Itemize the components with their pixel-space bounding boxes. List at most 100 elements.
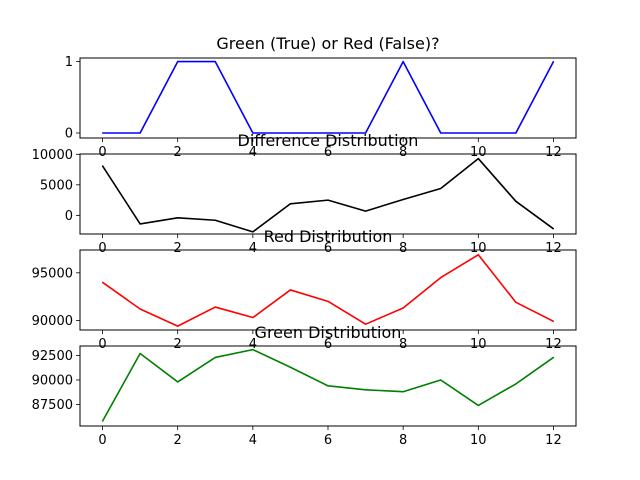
subplot-3-data-point — [327, 385, 329, 387]
subplot-1-title: Difference Distribution — [238, 131, 419, 150]
subplot-1-x-tick-label: 0 — [98, 241, 106, 256]
subplot-1-y-tick-label: 10000 — [32, 148, 73, 163]
subplot-0-data-point — [440, 132, 442, 134]
subplot-0-x-tick-label: 12 — [545, 145, 562, 160]
subplot-2-data-point — [101, 281, 104, 283]
subplot-2-data-point — [515, 301, 517, 303]
subplot-3-y-tick-label: 90000 — [32, 373, 73, 388]
subplot-0-data-point — [364, 132, 367, 134]
subplot-2-frame — [79, 249, 577, 331]
subplot-2-x-tick-label: 12 — [545, 337, 562, 352]
subplot-0-x-tick-label: 6 — [324, 145, 332, 160]
subplot-2-series-line-0 — [102, 253, 554, 327]
subplot-2-data-point — [139, 308, 141, 310]
subplot-3-data-point — [101, 420, 104, 422]
subplot-1-title-group: Difference Distribution — [238, 131, 419, 150]
subplot-3-y-tick-label: 92500 — [32, 349, 73, 364]
subplot-1-data-point — [515, 200, 517, 202]
subplot-2-x-tick-label: 6 — [324, 337, 332, 352]
subplot-0-data-point — [252, 132, 254, 134]
subplot-1-x-tick-label: 10 — [470, 241, 487, 256]
subplot-3-x-tick-label: 12 — [545, 433, 562, 448]
subplot-3-x-tick-label: 8 — [399, 433, 407, 448]
subplot-0-data-point — [552, 60, 555, 63]
subplot-3-x-tick-label: 6 — [324, 433, 332, 448]
subplot-0-x-tick-label: 2 — [174, 145, 182, 160]
subplot-0-data-point — [402, 60, 404, 63]
subplot-2-data-point — [252, 316, 254, 319]
subplot-2-x-tick-label: 4 — [249, 337, 257, 352]
subplot-3-title-group: Green Distribution — [255, 323, 402, 342]
subplot-1-x-tick-label: 6 — [324, 241, 332, 256]
subplot-3-data-point — [139, 352, 141, 355]
subplot-1: 0 2 4 6 8 10 12 0 5000 10000 — [32, 148, 577, 256]
subplot-1-data-point — [289, 203, 292, 205]
subplot-0-y-tick-label: 1 — [65, 55, 73, 70]
subplot-0-data-point — [289, 132, 292, 134]
subplot-1-data-point — [177, 217, 179, 219]
subplot-0-data-point — [515, 132, 517, 134]
subplot-1-y-tick-label: 0 — [65, 209, 73, 224]
subplot-3-data-point — [477, 404, 479, 407]
subplot-1-data-point — [552, 228, 555, 230]
subplot-2-x-tick-label: 2 — [174, 337, 182, 352]
subplot-0-series-line-0 — [102, 60, 555, 134]
subplot-1-data-point — [139, 223, 141, 225]
subplot-1-data-point — [477, 157, 479, 160]
subplot-2-data-point — [552, 320, 555, 322]
subplot-2-title: Red Distribution — [264, 227, 393, 246]
subplot-3-data-point — [402, 391, 404, 393]
subplot-0-data-point — [139, 132, 141, 134]
subplot-3-data-point — [364, 389, 367, 391]
subplot-2-data-point — [364, 323, 367, 325]
subplot-3-data-point — [289, 366, 292, 368]
subplot-1-data-point — [440, 187, 442, 190]
subplot-2: 0 2 4 6 8 10 12 90000 95000 — [32, 249, 577, 352]
subplot-3-x-tick-label: 2 — [174, 433, 182, 448]
subplot-0-x-tick-label: 4 — [249, 145, 257, 160]
subplot-1-data-point — [364, 210, 367, 212]
subplot-3-title: Green Distribution — [255, 323, 402, 342]
subplot-0-data-point — [477, 132, 479, 134]
subplot-1-series-line-0 — [101, 157, 554, 233]
subplot-2-data-point — [402, 307, 404, 309]
subplot-2-x-tick-label: 10 — [470, 337, 487, 352]
subplot-2-data-point — [440, 276, 442, 279]
subplot-1-data-point — [101, 165, 104, 167]
subplot-3-y-tick-label: 87500 — [32, 398, 73, 413]
subplot-3-data-point — [214, 356, 216, 359]
subplot-3: 0 2 4 6 8 10 12 87500 90000 92500 — [32, 345, 577, 448]
subplot-1-x-tick-label: 8 — [399, 241, 407, 256]
subplot-0-x-tick-label: 0 — [98, 145, 106, 160]
subplot-3-data-point — [177, 381, 179, 383]
subplot-3-data-point — [515, 383, 517, 385]
subplot-2-data-point — [177, 325, 179, 327]
subplot-0: 0 2 4 6 8 10 12 0 1 — [65, 55, 577, 160]
subplot-0-x-tick-label: 8 — [399, 145, 407, 160]
subplot-1-x-tick-label: 12 — [545, 241, 562, 256]
subplot-0-title-group: Green (True) or Red (False)? — [216, 34, 439, 53]
subplot-3-x-tick-label: 10 — [470, 433, 487, 448]
subplot-1-x-tick-label: 4 — [249, 241, 257, 256]
subplot-0-frame — [79, 57, 577, 139]
subplot-2-data-point — [214, 306, 216, 308]
subplot-0-title: Green (True) or Red (False)? — [216, 34, 439, 53]
subplot-1-y-tick-label: 5000 — [40, 178, 73, 193]
subplot-2-y-tick-label: 90000 — [32, 314, 73, 329]
subplot-0-data-point — [177, 60, 179, 63]
subplot-2-x-tick-label: 0 — [98, 337, 106, 352]
subplot-2-data-point — [477, 254, 479, 256]
subplot-2-y-tick-label: 95000 — [32, 266, 73, 281]
subplot-1-data-point — [252, 231, 254, 233]
subplot-3-data-point — [552, 356, 555, 359]
subplot-0-data-point — [101, 132, 104, 134]
subplot-2-x-tick-label: 8 — [399, 337, 407, 352]
subplot-3-x-tick-label: 4 — [249, 433, 257, 448]
subplot-0-data-point — [214, 60, 216, 63]
subplot-1-data-point — [214, 219, 216, 221]
subplot-2-data-point — [327, 300, 329, 302]
subplot-3-data-point — [440, 379, 442, 381]
subplot-3-x-tick-label: 0 — [98, 433, 106, 448]
subplot-0-y-tick-label: 0 — [65, 127, 73, 142]
